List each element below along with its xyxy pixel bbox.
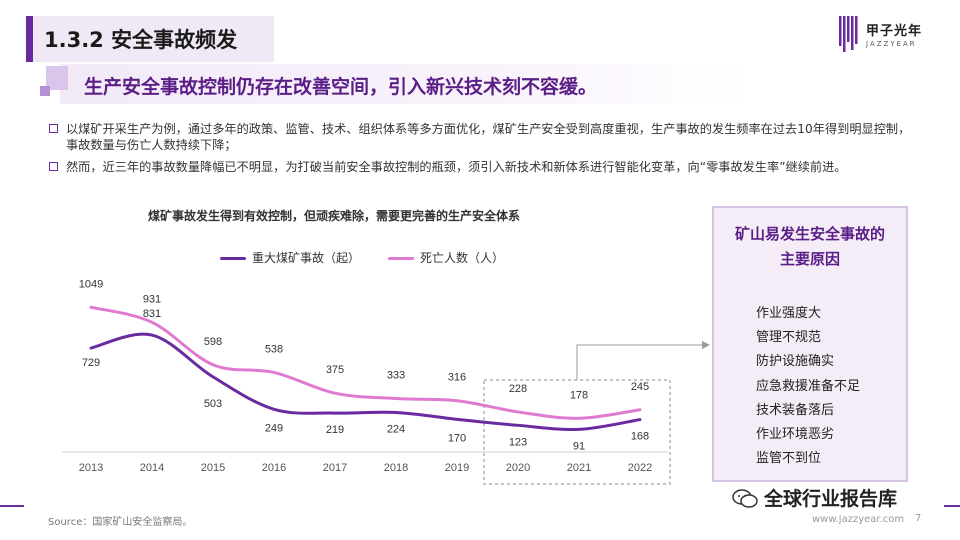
legend-label: 重大煤矿事故（起） <box>252 251 361 265</box>
data-label-accidents: 123 <box>509 436 527 448</box>
brand-logo: 甲子光年 JAZZYEAR <box>838 14 934 54</box>
wechat-icon <box>732 489 758 508</box>
data-label-deaths: 931 <box>143 293 161 305</box>
legend-swatch <box>220 257 246 260</box>
bullet-text: 然而，近三年的事故数量降幅已不明显，为打破当前安全事故控制的瓶颈，须引入新技术和… <box>66 160 847 174</box>
data-label-deaths: 333 <box>387 370 405 382</box>
data-label-deaths: 598 <box>204 336 222 348</box>
bullet-list: 以煤矿开采生产为例，通过多年的政策、监管、技术、组织体系等多方面优化，煤矿生产安… <box>48 121 918 181</box>
bullet-item: 以煤矿开采生产为例，通过多年的政策、监管、技术、组织体系等多方面优化，煤矿生产安… <box>48 121 918 153</box>
subtitle-accent-icon <box>40 66 68 96</box>
reasons-panel: 矿山易发生安全事故的 主要原因 作业强度大 管理不规范 防护设施确实 应急救援准… <box>712 206 908 482</box>
reason-item: 管理不规范 <box>756 330 822 346</box>
bullet-square-icon <box>49 124 58 133</box>
data-label-deaths: 375 <box>326 364 344 376</box>
reason-item: 技术装备落后 <box>756 402 835 418</box>
data-label-accidents: 729 <box>82 357 100 369</box>
data-label-accidents: 224 <box>387 423 405 435</box>
brand-name-en: JAZZYEAR <box>866 40 917 48</box>
x-tick-label: 2013 <box>79 462 103 474</box>
connector-line <box>576 344 708 380</box>
data-label-deaths: 228 <box>509 383 527 395</box>
data-label-accidents: 170 <box>448 432 466 444</box>
x-tick-label: 2015 <box>201 462 225 474</box>
legend-swatch <box>388 257 414 260</box>
source-note: Source：国家矿山安全监察局。 <box>48 517 193 528</box>
brand-name: 甲子光年 <box>866 24 923 39</box>
series-line-deaths <box>89 305 642 420</box>
x-tick-label: 2021 <box>567 462 591 474</box>
data-label-deaths: 316 <box>448 372 466 384</box>
data-label-accidents: 503 <box>204 398 222 410</box>
x-tick-label: 2017 <box>323 462 347 474</box>
x-tick-label: 2018 <box>384 462 408 474</box>
chart-title: 煤矿事故发生得到有效控制，但顽疾难除，需要更完善的生产安全体系 <box>148 209 521 223</box>
data-label-accidents: 168 <box>631 431 649 443</box>
reason-item: 监管不到位 <box>756 451 822 467</box>
reasons-list: 作业强度大 管理不规范 防护设施确实 应急救援准备不足 技术装备落后 作业环境恶… <box>756 302 860 471</box>
bullet-text: 以煤矿开采生产为例，通过多年的政策、监管、技术、组织体系等多方面优化，煤矿生产安… <box>66 122 911 152</box>
connector-arrow-icon <box>702 341 710 349</box>
data-label-accidents: 831 <box>143 308 161 320</box>
reason-item: 防护设施确实 <box>756 354 835 370</box>
x-tick-label: 2020 <box>506 462 530 474</box>
data-label-accidents: 249 <box>265 422 283 434</box>
page-number: 7 <box>915 513 922 524</box>
data-label-accidents: 91 <box>573 440 585 452</box>
x-tick-label: 2014 <box>140 462 164 474</box>
website-link[interactable]: www.jazzyear.com <box>812 514 905 525</box>
x-tick-label: 2022 <box>628 462 652 474</box>
data-label-deaths: 1049 <box>79 278 103 290</box>
reasons-title-line: 矿山易发生安全事故的 <box>734 225 885 243</box>
footer-accent-line <box>944 505 960 507</box>
reason-item: 应急救援准备不足 <box>756 378 861 394</box>
bullet-square-icon <box>49 162 58 171</box>
reason-item: 作业强度大 <box>756 306 822 321</box>
page-title: 1.3.2 安全事故频发 <box>44 28 238 52</box>
reasons-title: 矿山易发生安全事故的 主要原因 <box>714 222 906 272</box>
subtitle-bar <box>60 64 750 104</box>
wechat-account-name: 全球行业报告库 <box>764 488 898 510</box>
footer-accent-line <box>0 505 24 507</box>
subtitle: 生产安全事故控制仍存在改善空间，引入新兴技术刻不容缓。 <box>84 76 598 98</box>
data-label-deaths: 245 <box>631 381 649 393</box>
reason-item: 作业环境恶劣 <box>756 427 835 443</box>
x-tick-label: 2019 <box>445 462 469 474</box>
data-label-deaths: 538 <box>265 343 283 355</box>
data-label-deaths: 178 <box>570 389 588 401</box>
brand-logo-icon <box>839 16 858 52</box>
title-bar <box>26 16 274 62</box>
title-accent <box>26 16 33 62</box>
reasons-title-line: 主要原因 <box>779 250 840 268</box>
legend-label: 死亡人数（人） <box>420 251 505 265</box>
data-label-accidents: 219 <box>326 424 344 436</box>
series-line-accidents <box>89 332 642 432</box>
bullet-item: 然而，近三年的事故数量降幅已不明显，为打破当前安全事故控制的瓶颈，须引入新技术和… <box>48 159 918 175</box>
x-tick-label: 2016 <box>262 462 286 474</box>
